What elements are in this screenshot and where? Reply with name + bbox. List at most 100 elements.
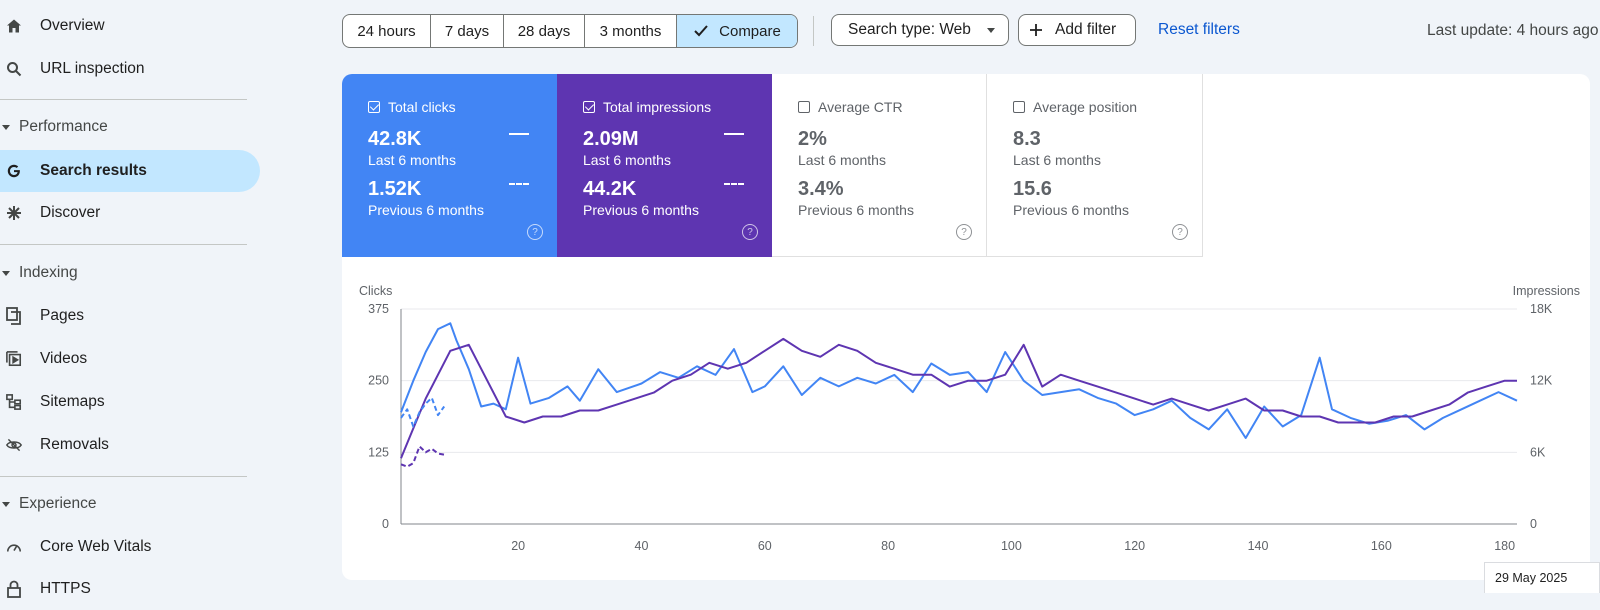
range-28-days-button[interactable]: 28 days <box>504 15 585 47</box>
metric-previous-value: 44.2K <box>583 178 637 200</box>
series-line-previous <box>400 396 446 428</box>
add-filter-button[interactable]: Add filter <box>1018 14 1136 46</box>
metric-previous-value: 3.4% <box>798 178 844 200</box>
metric-title: Total impressions <box>603 99 712 115</box>
series-line-previous <box>400 445 445 468</box>
sidebar-item-discover[interactable]: Discover <box>0 192 100 234</box>
metric-total-clicks[interactable]: Total clicks 42.8K Last 6 months 1.52K P… <box>342 74 557 257</box>
x-tick-label: 20 <box>511 539 525 553</box>
sidebar-item-label: Core Web Vitals <box>40 538 152 555</box>
caret-down-icon <box>2 270 10 276</box>
metric-previous-label: Previous 6 months <box>798 202 914 218</box>
performance-chart[interactable]: Clicks Impressions 0 0 125 6K 250 12K 375 18K 20 40… <box>342 270 1588 562</box>
search-icon <box>6 61 22 77</box>
x-tick-label: 180 <box>1494 539 1515 553</box>
section-indexing[interactable]: Indexing <box>0 258 78 288</box>
section-label: Indexing <box>19 264 78 281</box>
series-line-current <box>400 322 1518 439</box>
x-tick-label: 140 <box>1248 539 1269 553</box>
help-icon[interactable]: ? <box>1172 224 1188 240</box>
sidebar-divider <box>0 476 247 477</box>
metric-previous-label: Previous 6 months <box>368 202 484 218</box>
sidebar-item-label: Pages <box>40 307 84 324</box>
metric-current-value: 2.09M <box>583 128 639 150</box>
left-tick-label: 250 <box>368 374 389 388</box>
compare-label: Compare <box>719 22 781 40</box>
sidebar-item-label: Videos <box>40 350 88 367</box>
metric-previous-value: 15.6 <box>1013 178 1052 200</box>
sidebar-item-label: Discover <box>40 204 101 221</box>
add-filter-label: Add filter <box>1055 21 1117 38</box>
dropdown-arrow-icon <box>986 27 995 33</box>
sidebar-item-https[interactable]: HTTPS <box>0 568 91 610</box>
right-tick-label: 12K <box>1530 374 1553 388</box>
sidebar-item-label: Overview <box>40 17 105 34</box>
section-label: Experience <box>19 495 97 512</box>
metric-previous-value: 1.52K <box>368 178 422 200</box>
section-performance[interactable]: Performance <box>0 112 108 142</box>
x-tick-label: 80 <box>881 539 895 553</box>
sidebar-item-pages[interactable]: Pages <box>0 295 84 337</box>
solid-legend-line <box>724 133 744 135</box>
last-update-text: Last update: 4 hours ago <box>1427 22 1599 39</box>
dashed-legend-line <box>509 183 529 185</box>
help-icon[interactable]: ? <box>742 224 758 240</box>
compare-button[interactable]: Compare <box>677 15 797 47</box>
metric-title: Total clicks <box>388 99 456 115</box>
metric-previous-label: Previous 6 months <box>1013 202 1129 218</box>
pages-icon <box>6 307 22 325</box>
checkbox-unchecked-icon[interactable] <box>1013 101 1025 113</box>
right-axis-title: Impressions <box>1513 284 1580 298</box>
metric-average-position[interactable]: Average position 8.3 Last 6 months 15.6 … <box>987 74 1203 257</box>
range-24-hours-button[interactable]: 24 hours <box>343 15 431 47</box>
checkbox-checked-icon[interactable] <box>368 101 380 113</box>
help-icon[interactable]: ? <box>527 224 543 240</box>
right-tick-label: 18K <box>1530 302 1553 316</box>
metric-previous-label: Previous 6 months <box>583 202 699 218</box>
metric-current-label: Last 6 months <box>368 152 456 168</box>
metric-average-ctr[interactable]: Average CTR 2% Last 6 months 3.4% Previo… <box>772 74 987 257</box>
caret-down-icon <box>2 124 10 130</box>
metric-title: Average position <box>1033 99 1138 115</box>
solid-legend-line <box>509 133 529 135</box>
caret-down-icon <box>2 501 10 507</box>
x-tick-label: 120 <box>1124 539 1145 553</box>
toolbar-divider <box>813 16 814 46</box>
sidebar-item-sitemaps[interactable]: Sitemaps <box>0 381 105 423</box>
right-tick-label: 0 <box>1530 517 1537 531</box>
sitemap-icon <box>6 394 22 410</box>
reset-filters-link[interactable]: Reset filters <box>1158 21 1240 38</box>
help-icon[interactable]: ? <box>956 224 972 240</box>
section-label: Performance <box>19 118 108 135</box>
right-tick-label: 6K <box>1530 445 1546 459</box>
x-tick-label: 40 <box>635 539 649 553</box>
sidebar-item-removals[interactable]: Removals <box>0 424 109 466</box>
sidebar-item-videos[interactable]: Videos <box>0 338 87 380</box>
metric-title: Average CTR <box>818 99 903 115</box>
sidebar-divider <box>0 244 247 245</box>
sidebar-item-url-inspection[interactable]: URL inspection <box>0 48 145 90</box>
metric-current-value: 42.8K <box>368 128 422 150</box>
checkbox-checked-icon[interactable] <box>583 101 595 113</box>
performance-card: Total clicks 42.8K Last 6 months 1.52K P… <box>342 74 1590 580</box>
metric-total-impressions[interactable]: Total impressions 2.09M Last 6 months 44… <box>557 74 772 257</box>
google-g-icon <box>6 163 22 179</box>
metric-current-value: 2% <box>798 128 827 150</box>
section-experience[interactable]: Experience <box>0 489 97 519</box>
sidebar-item-label: Removals <box>40 436 109 453</box>
check-icon <box>694 25 708 37</box>
sidebar-item-label: URL inspection <box>40 60 145 77</box>
checkbox-unchecked-icon[interactable] <box>798 101 810 113</box>
sidebar: Overview URL inspection Performance Sear… <box>0 0 262 598</box>
range-3-months-button[interactable]: 3 months <box>585 15 677 47</box>
metric-current-label: Last 6 months <box>583 152 671 168</box>
sidebar-item-overview[interactable]: Overview <box>0 5 105 47</box>
range-7-days-button[interactable]: 7 days <box>431 15 504 47</box>
sidebar-item-search-results[interactable]: Search results <box>0 150 260 192</box>
sidebar-item-core-web-vitals[interactable]: Core Web Vitals <box>0 526 151 568</box>
left-axis-title: Clicks <box>359 284 392 298</box>
search-type-dropdown[interactable]: Search type: Web <box>831 14 1009 46</box>
left-tick-label: 125 <box>368 445 389 459</box>
left-tick-label: 375 <box>368 302 389 316</box>
left-tick-label: 0 <box>382 517 389 531</box>
